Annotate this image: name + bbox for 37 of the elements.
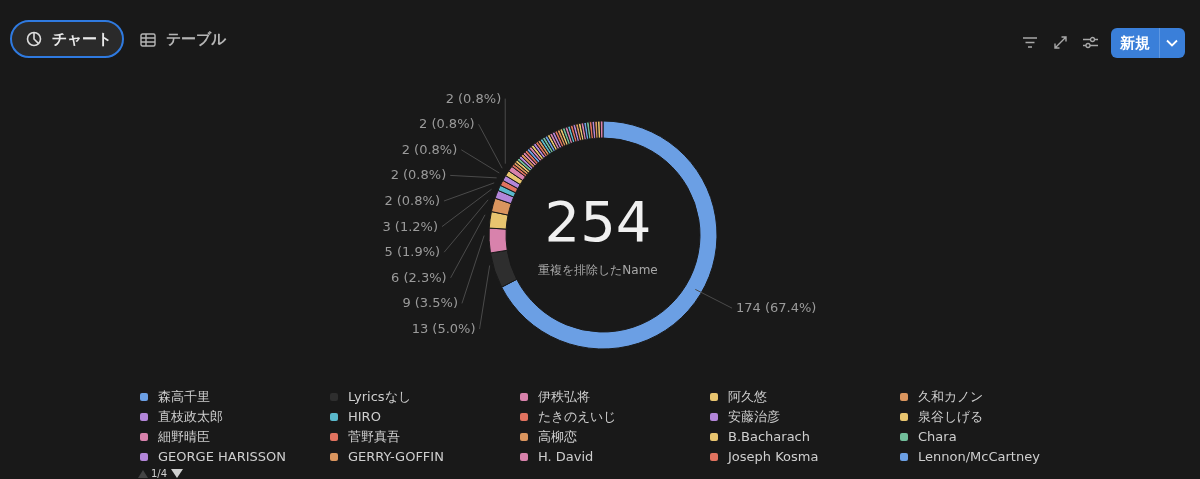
legend-label: Chara — [918, 429, 957, 444]
legend-label: H. David — [538, 449, 594, 464]
data-label: 2 (0.8%) — [418, 116, 475, 132]
legend-label: 安藤治彦 — [728, 407, 780, 426]
data-label: 2 (0.8%) — [445, 90, 502, 106]
legend-label: 森高千里 — [158, 387, 210, 406]
legend-label: 直枝政太郎 — [158, 407, 223, 426]
text: チャート — [52, 29, 112, 49]
legend-label: Lyricsなし — [348, 387, 411, 406]
data-label: 5 (1.9%) — [384, 244, 441, 260]
text: テーブル — [166, 30, 226, 49]
data-label: 2 (0.8%) — [401, 141, 458, 157]
text: 254 — [543, 189, 653, 254]
legend-label: Joseph Kosma — [728, 449, 819, 464]
legend-label: 菅野真吾 — [348, 427, 400, 446]
legend-label: B.Bacharach — [728, 429, 810, 444]
text: 新規 — [1119, 33, 1151, 53]
data-label: 2 (0.8%) — [390, 167, 447, 183]
data-label: 13 (5.0%) — [411, 321, 476, 336]
data-label: 174 (67.4%) — [736, 300, 817, 316]
legend-label: 泉谷しげる — [918, 407, 983, 426]
legend-label: GERRY-GOFFIN — [348, 449, 444, 464]
legend-label: HIRO — [348, 409, 381, 424]
legend-label: 伊秩弘将 — [538, 387, 590, 406]
text: 重複を排除したName — [537, 262, 659, 278]
data-label: 2 (0.8%) — [384, 193, 440, 208]
data-label: 6 (2.3%) — [391, 269, 447, 285]
legend-label: たきのえいじ — [538, 407, 616, 426]
text: 1/4 — [151, 468, 168, 479]
legend-label: 細野晴臣 — [158, 427, 210, 446]
legend-label: 久和カノン — [918, 387, 983, 406]
legend-label: 阿久悠 — [728, 387, 767, 406]
data-label: 3 (1.2%) — [382, 218, 438, 234]
legend-label: 高柳恋 — [538, 427, 577, 446]
legend-label: Lennon/McCartney — [918, 449, 1040, 464]
legend-label: GEORGE HARISSON — [158, 449, 286, 464]
data-label: 9 (3.5%) — [402, 295, 458, 311]
